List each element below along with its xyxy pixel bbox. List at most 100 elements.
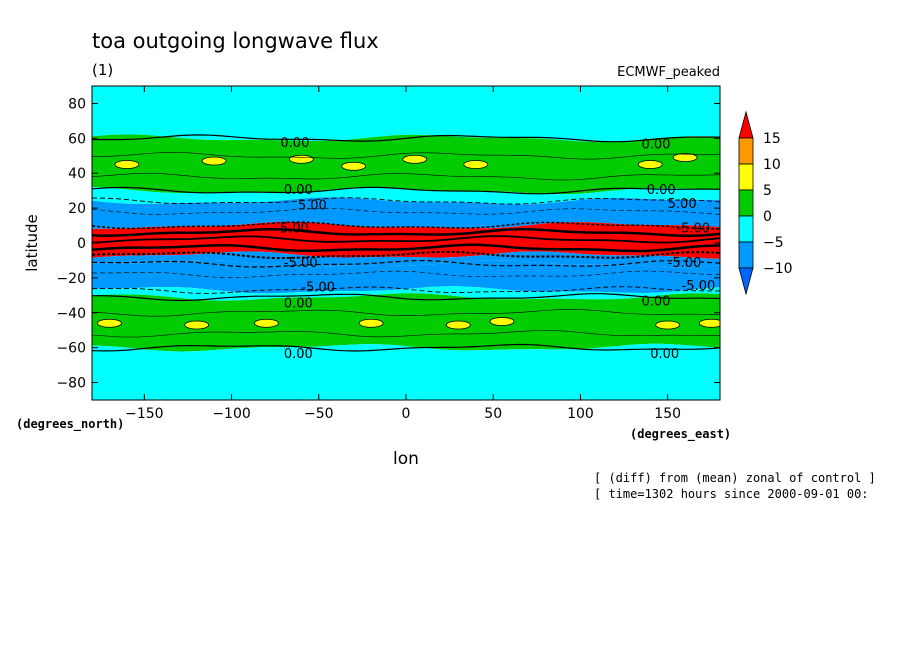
contour-9 [92, 243, 720, 253]
patch-15 [698, 318, 720, 328]
colorbar-label: 15 [763, 131, 781, 147]
contour-label-7: -5.00 [676, 221, 710, 236]
y-tick-label: −20 [56, 271, 86, 287]
x-tick-label: 50 [484, 406, 502, 422]
x-axis: −150 −100 −50 0 50 100 150 [125, 86, 681, 422]
filled-bands [92, 86, 720, 400]
contour-2 [92, 173, 720, 181]
contour-3 [92, 186, 720, 195]
contour-label-3: 0.00 [647, 183, 676, 198]
patch-12 [445, 320, 471, 330]
contour-5 [92, 207, 720, 215]
contour-label-11: -5.00 [682, 279, 716, 294]
colorbar-swatch [738, 215, 754, 243]
x-tick-label: −50 [304, 406, 334, 422]
contour-1 [92, 152, 720, 160]
plot-area: 0.00 0.000.00 0.005.00 5.00-5.00 -5.00-5.00-… [92, 86, 720, 400]
contour-labels: 0.00 0.000.00 0.005.00 5.00-5.00 -5.00-5.00-… [275, 136, 715, 362]
colorbar-swatch [738, 163, 754, 191]
patch-8 [97, 318, 122, 328]
colorbar-swatch [738, 189, 754, 217]
colorbar-swatch [738, 110, 754, 139]
footnote-diff: [ (diff) from (mean) zonal of control ] [594, 471, 876, 485]
y-tick-label: 80 [68, 96, 86, 112]
patch-11 [358, 318, 384, 328]
chart-title: toa outgoing longwave flux [92, 29, 379, 53]
contour-label-8: -5.00 [284, 256, 318, 271]
band-8 [92, 293, 720, 352]
y-tick-label: 0 [77, 236, 86, 252]
contour-label-15: 0.00 [650, 347, 679, 362]
x-tick-label: 100 [567, 406, 594, 422]
footnote-time: [ time=1302 hours since 2000-09-01 00: [594, 487, 869, 501]
y-tick-label: −60 [56, 341, 86, 357]
colorbar-label: −5 [763, 235, 784, 251]
colorbar: 15 10 5 0 −5 −10 [738, 110, 793, 296]
contour-17 [92, 343, 720, 352]
contour-13 [92, 286, 720, 294]
contour-label-10: -5.00 [301, 281, 335, 296]
y-tick-label: −40 [56, 306, 86, 322]
contour-lines [92, 134, 720, 352]
colorbar-label: 0 [763, 209, 772, 225]
contour-7 [92, 227, 720, 237]
patch-10 [254, 318, 279, 328]
band-0 [92, 86, 720, 143]
patch-4 [402, 154, 428, 164]
contour-14 [92, 293, 720, 302]
band-9 [92, 343, 720, 400]
x-units-label: (degrees_east) [630, 427, 731, 442]
contour-label-5: 5.00 [668, 197, 697, 212]
patch-13 [489, 317, 515, 326]
y-tick-label: 40 [68, 166, 86, 182]
contour-label-9: -5.00 [668, 256, 702, 271]
x-tick-label: 150 [654, 406, 681, 422]
x-tick-label: 0 [402, 406, 411, 422]
band-1 [92, 134, 720, 195]
contour-label-4: 5.00 [298, 199, 327, 214]
colorbar-label: 5 [763, 183, 772, 199]
x-tick-label: −100 [212, 406, 250, 422]
x-tick-label: −150 [125, 406, 163, 422]
contour-16 [92, 330, 720, 338]
contour-label-6: -5.00 [275, 221, 309, 236]
chart-subtitle: (1) [92, 61, 113, 79]
colorbar-swatch [738, 137, 754, 165]
patch-2 [288, 154, 314, 164]
patch-6 [637, 160, 663, 169]
x-axis-label: lon [393, 449, 419, 469]
contour-label-12: 0.00 [284, 296, 313, 311]
contour-label-0: 0.00 [280, 136, 309, 151]
colorbar-swatch [738, 267, 754, 296]
band-2 [92, 186, 720, 205]
band-6 [92, 260, 720, 294]
contour-label-14: 0.00 [284, 347, 313, 362]
band-7 [92, 286, 720, 301]
colorbar-swatch [738, 241, 754, 269]
y-units-label: (degrees_north) [16, 417, 124, 432]
y-tick-label: −80 [56, 376, 86, 392]
y-axis-label: latitude [23, 214, 41, 272]
patch-14 [655, 320, 681, 330]
experiment-label: ECMWF_peaked [617, 65, 720, 80]
y-tick-label: 20 [68, 201, 86, 217]
patch-9 [184, 320, 210, 330]
contour-4 [92, 197, 720, 205]
contour-15 [92, 309, 720, 317]
contour-label-1: 0.00 [642, 138, 671, 153]
patch-7 [672, 153, 698, 162]
contour-label-13: 0.00 [642, 295, 671, 310]
patch-3 [341, 161, 367, 171]
colorbar-label: 10 [763, 157, 781, 173]
y-axis: 80 60 40 20 0 −20 −40 −60 −80 [56, 96, 720, 392]
contour-0 [92, 134, 720, 143]
y-tick-label: 60 [68, 131, 86, 147]
contour-12 [92, 270, 720, 278]
contour-8 [92, 235, 720, 244]
contour-label-2: 0.00 [284, 183, 313, 198]
patch-1 [201, 156, 227, 166]
warm-anomaly-patches [97, 153, 720, 330]
contour-11 [92, 260, 720, 268]
colorbar-label: −10 [763, 261, 793, 277]
